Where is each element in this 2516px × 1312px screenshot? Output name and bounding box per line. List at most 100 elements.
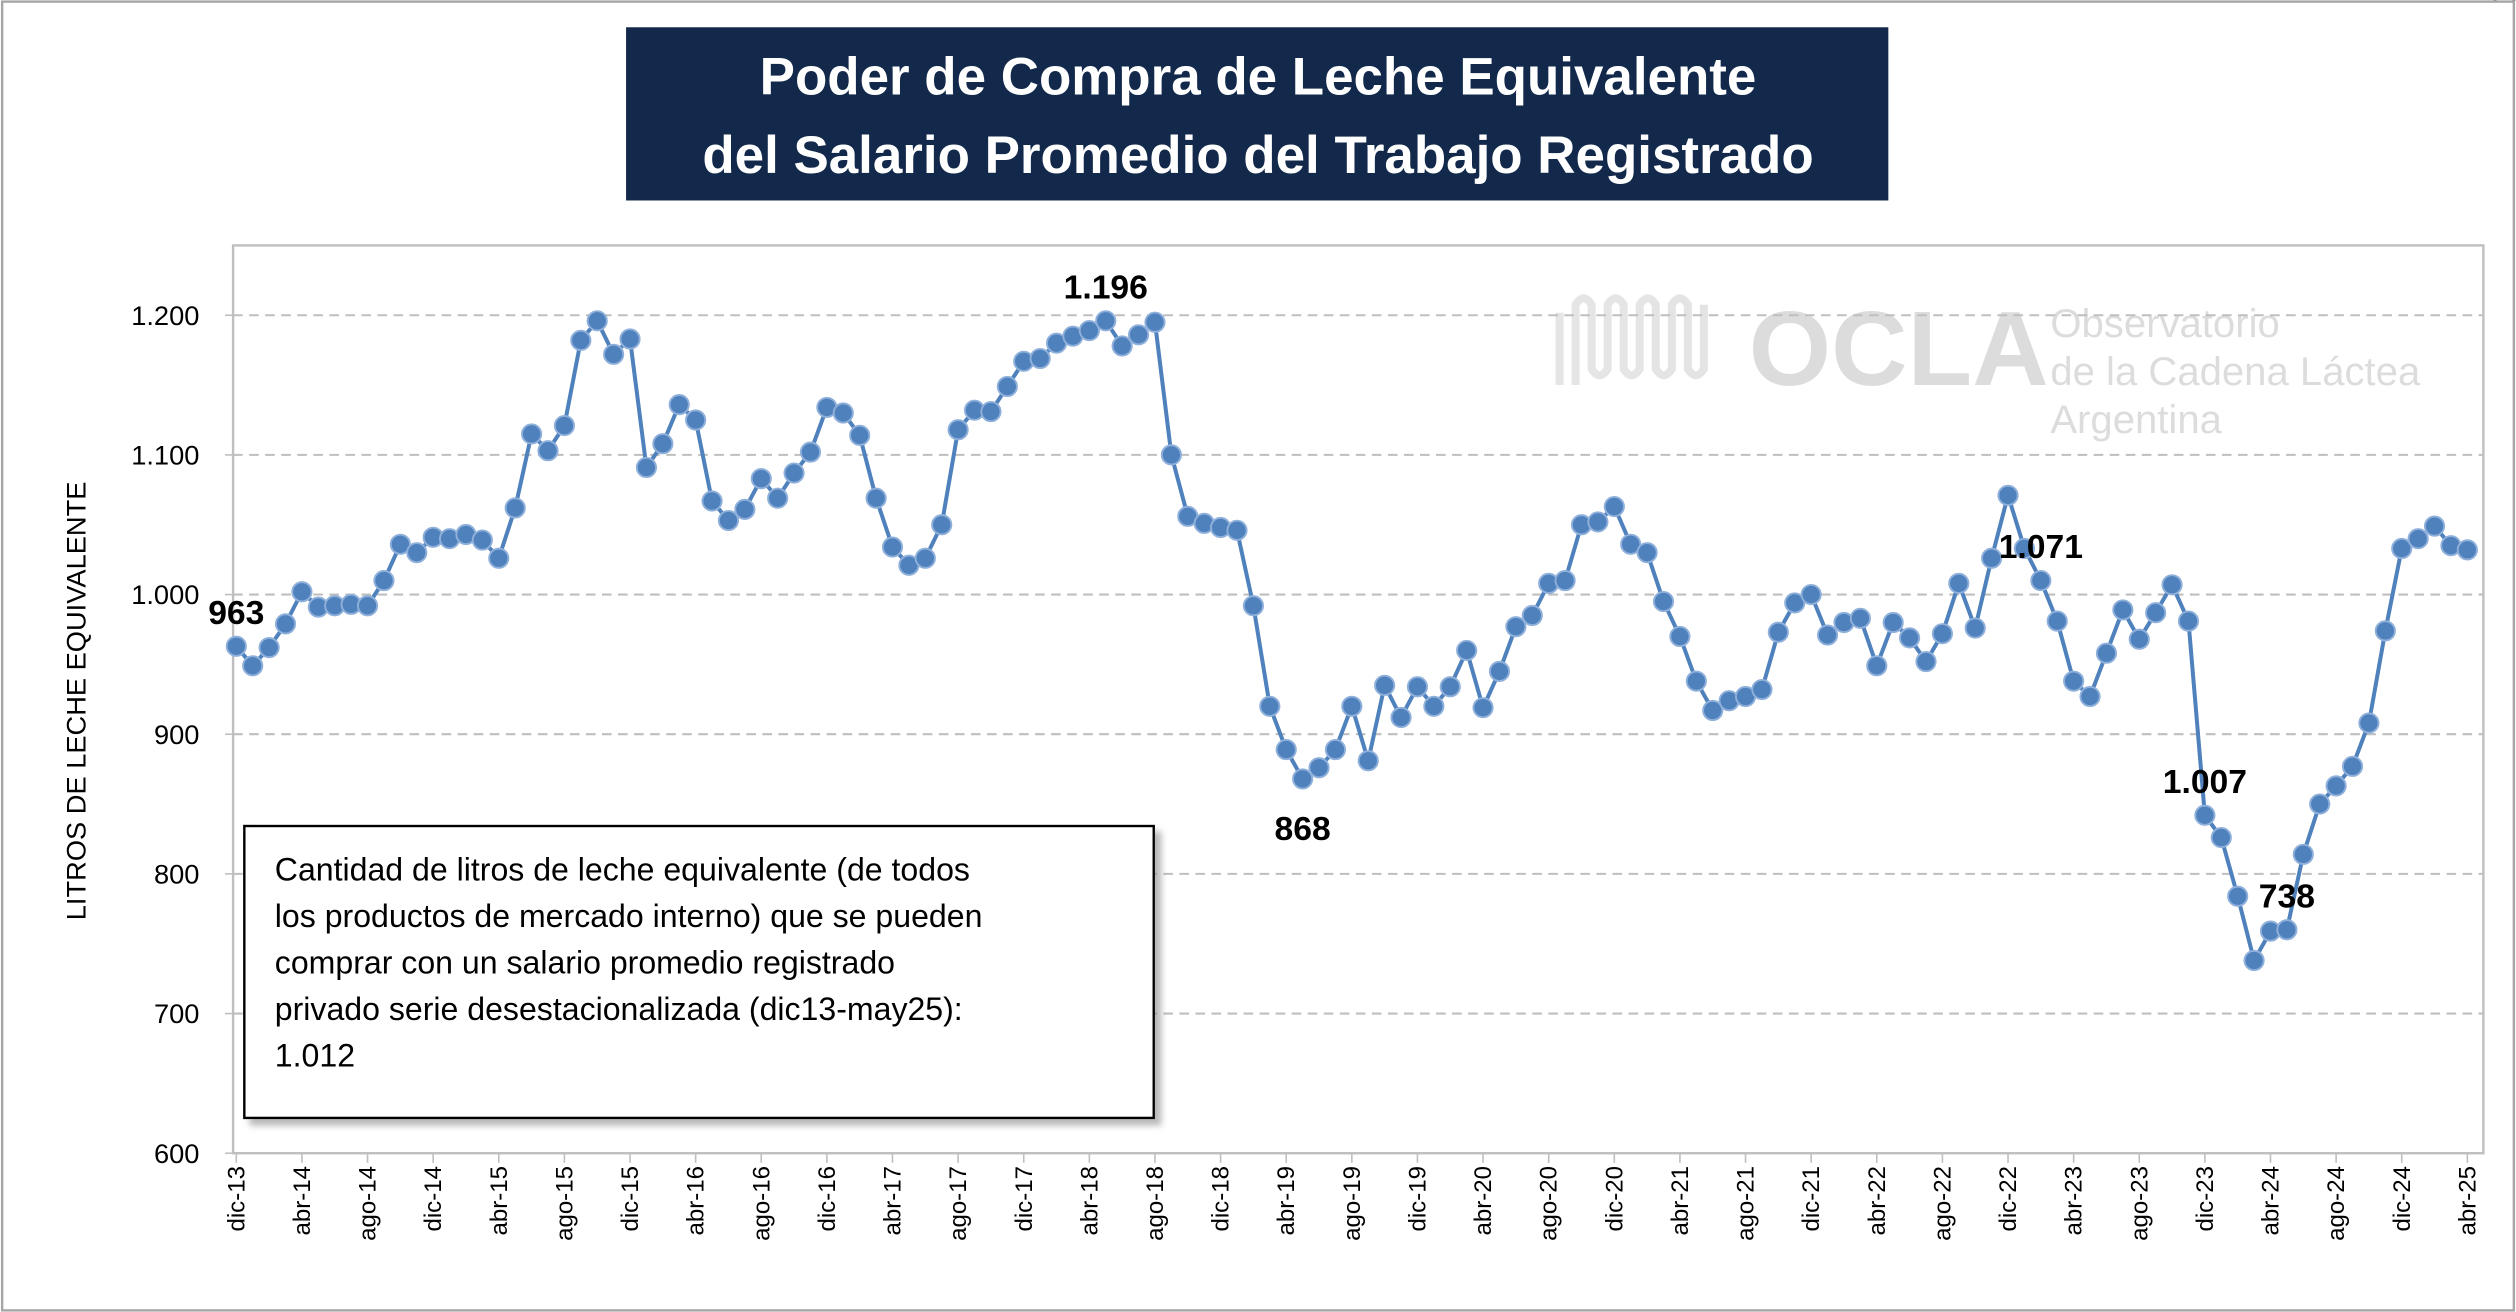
note-box [243,824,1155,1120]
note-text: 1.012 [275,1038,355,1074]
data-point [2210,826,2232,849]
data-label: 1.032 [2458,0,2516,8]
data-point [356,595,379,617]
x-tick-label: dic-16 [814,1166,841,1231]
data-point [1324,738,1347,761]
data-point [1964,617,1986,639]
x-tick-label: ago-22 [1929,1166,1956,1241]
data-point [471,529,493,551]
data-point [1029,347,1051,370]
x-tick-label: abr-20 [1470,1166,1497,1236]
data-point [406,542,428,564]
data-point [1127,324,1150,346]
data-point [635,456,658,479]
data-point [504,497,526,519]
data-point [1800,583,1822,606]
data-point [832,402,854,424]
data-point [570,329,592,351]
data-point [1603,495,1625,518]
x-tick-label: dic-24 [2389,1166,2416,1231]
x-tick-label: abr-14 [289,1166,316,1236]
x-tick-label: ago-21 [1733,1166,1760,1241]
data-point [1899,627,1921,649]
data-point [619,328,641,350]
data-point [2128,628,2150,650]
logo-text: de la Cadena Láctea [2050,350,2421,394]
data-point [2030,570,2052,592]
x-tick-label: ago-17 [945,1166,972,1241]
data-point [2095,642,2118,664]
data-point [258,637,280,659]
x-tick-label: dic-14 [420,1166,447,1231]
data-point [1292,768,1314,790]
note-text: comprar con un salario promedio registra… [275,945,895,981]
data-point [1488,660,1511,682]
chart-title: Poder de Compra de Leche Equivalente [760,48,1757,107]
data-point [2391,537,2413,560]
data-point [931,514,953,536]
data-point [1866,655,1888,677]
data-point [2325,775,2347,797]
data-point [1669,625,1691,648]
data-label: 738 [2259,878,2315,915]
title-box [626,27,1889,201]
data-label: 1.007 [2163,764,2247,801]
data-point [914,547,936,569]
data-point [2276,919,2298,941]
y-tick-label: 1.200 [131,300,199,331]
data-point [1472,697,1494,719]
data-point [488,547,510,569]
data-label: 868 [1275,811,1331,848]
data-point [1259,695,1281,717]
data-point [2145,602,2167,624]
data-label: 963 [208,595,264,632]
data-point [521,423,543,445]
note-text: los productos de mercado interno) que se… [275,898,983,934]
data-point [274,613,297,635]
data-point [717,509,740,532]
data-point [1636,542,1658,564]
data-point [865,487,887,509]
x-tick-label: abr-21 [1667,1166,1694,1236]
data-point [980,401,1002,423]
x-tick-label: abr-22 [1864,1166,1891,1236]
data-point [947,419,969,441]
x-tick-label: ago-14 [355,1166,382,1241]
data-point [2423,515,2446,537]
data-point [1915,651,1937,673]
data-point [1423,695,1445,717]
data-point [849,424,871,446]
data-point [1505,616,1527,638]
data-point [783,462,805,484]
x-tick-label: dic-17 [1011,1166,1038,1231]
data-point [734,498,756,520]
data-point [1390,706,1412,729]
x-tick-label: ago-15 [551,1166,578,1241]
data-point [2079,685,2101,708]
data-point [1652,590,1675,613]
y-tick-label: 700 [154,998,199,1029]
data-point [603,343,625,365]
data-point [2227,885,2249,907]
data-point [2194,804,2216,826]
data-point [1456,639,1478,662]
data-point [1948,572,1970,594]
logo-text: Argentina [2050,398,2222,442]
data-point [1702,699,1724,722]
data-point [1882,611,1904,634]
x-tick-label: abr-17 [880,1166,907,1236]
data-point [373,570,395,592]
data-point [996,375,1018,398]
data-point [1784,592,1806,614]
data-point [2292,843,2314,865]
data-point [1078,320,1100,342]
x-tick-label: ago-18 [1142,1166,1169,1241]
data-point [1357,750,1379,772]
data-point [242,655,264,677]
x-tick-label: ago-16 [748,1166,775,1241]
data-point [1767,621,1789,643]
data-point [685,409,707,431]
grid: 600 700 800 900 1.000 1.100 1.200 dic-13 abr-14 a… [131,300,2484,1241]
x-tick-label: dic-23 [2192,1166,2219,1231]
